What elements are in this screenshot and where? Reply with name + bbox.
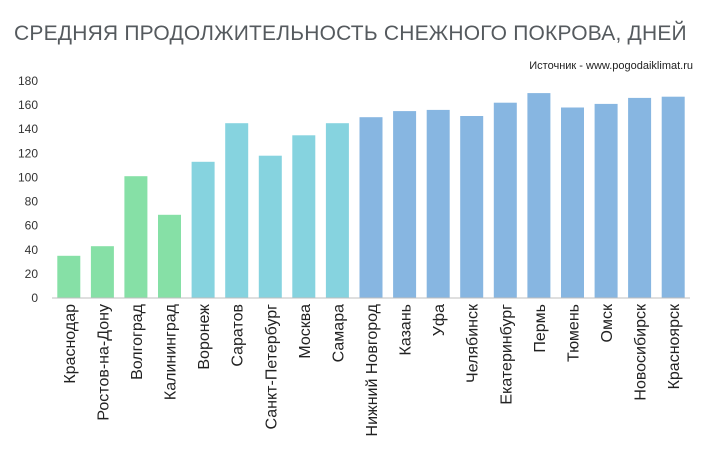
x-tick-label: Самара: [330, 304, 347, 362]
bar: [628, 97, 652, 299]
bar: [527, 93, 551, 298]
x-tick-label: Казань: [398, 304, 415, 355]
bar: [325, 123, 349, 298]
bar: [225, 123, 249, 298]
x-tick-label: Челябинск: [465, 303, 482, 383]
x-tick-label: Санкт-Петербург: [263, 304, 280, 430]
bar: [292, 135, 316, 299]
x-tick-label: Краснодар: [62, 304, 79, 384]
bar: [594, 103, 618, 299]
x-tick-label: Волгоград: [129, 303, 146, 380]
bar: [393, 111, 417, 298]
y-tick-label: 0: [31, 291, 38, 305]
x-tick-label: Красноярск: [666, 303, 683, 389]
y-axis-ticks: 0 20 40 60 80 100 120 140 160 180: [18, 74, 38, 305]
bar: [191, 161, 215, 298]
bar: [124, 176, 148, 298]
x-tick-label: Москва: [297, 304, 314, 359]
bar: [158, 214, 181, 298]
bars: [57, 93, 685, 299]
bar: [426, 109, 450, 299]
y-tick-label: 60: [25, 219, 39, 233]
y-tick-label: 100: [18, 170, 38, 184]
x-tick-label: Омск: [599, 303, 616, 342]
x-tick-label: Ростов-на-Дону: [95, 304, 112, 421]
source-note: Источник - www.pogodaiklimat.ru: [529, 60, 693, 72]
bar: [561, 107, 584, 298]
x-tick-label: Новосибирск: [633, 303, 650, 401]
bar: [460, 116, 484, 298]
y-tick-label: 80: [25, 195, 39, 209]
bar: [90, 246, 114, 298]
x-tick-label: Екатеринбург: [498, 304, 515, 405]
y-tick-label: 20: [25, 267, 39, 281]
y-tick-label: 140: [18, 122, 38, 136]
bar: [57, 255, 81, 298]
bar: [359, 117, 383, 298]
x-tick-label: Нижний Новгород: [364, 303, 381, 436]
bar: [493, 102, 517, 298]
y-tick-label: 40: [25, 243, 39, 257]
x-tick-label: Тюмень: [566, 304, 583, 362]
bar: [661, 96, 685, 298]
x-axis-labels: Краснодар Ростов-на-Дону Волгоград Калининг…: [62, 303, 683, 436]
y-tick-label: 160: [18, 98, 38, 112]
x-tick-label: Воронеж: [196, 304, 213, 370]
chart-title: СРЕДНЯЯ ПРОДОЛЖИТЕЛЬНОСТЬ СНЕЖНОГО ПОКРО…: [14, 22, 687, 45]
y-tick-label: 180: [18, 74, 38, 88]
x-tick-label: Пермь: [532, 304, 549, 353]
x-tick-label: Саратов: [230, 304, 247, 367]
x-tick-label: Уфа: [431, 304, 448, 336]
bar: [258, 155, 282, 298]
x-tick-label: Калининград: [163, 303, 180, 400]
y-tick-label: 120: [18, 146, 38, 160]
